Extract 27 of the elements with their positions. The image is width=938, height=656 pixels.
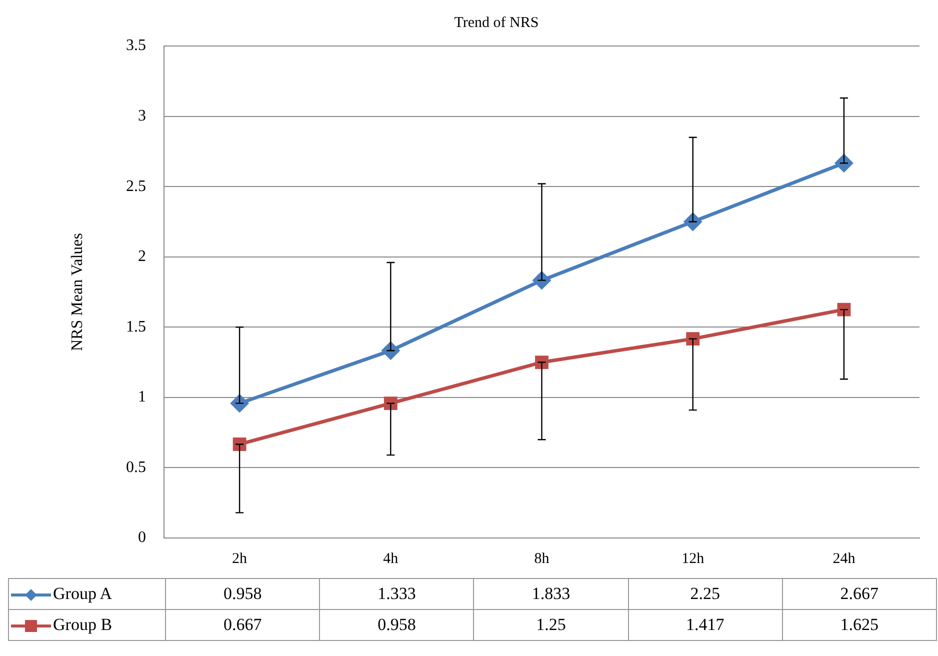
data-label: 1.25 (474, 610, 628, 640)
data-label: 2.25 (628, 578, 782, 610)
x-tick-label: 8h (534, 550, 550, 567)
y-tick-label: 0 (138, 529, 146, 546)
data-label: 0.667 (166, 610, 320, 640)
legend-label: Group B (53, 615, 112, 634)
y-tick-label: 1 (138, 388, 146, 406)
data-label: 2.667 (782, 578, 936, 610)
data-label: 1.833 (474, 578, 628, 610)
y-axis-title: NRS Mean Values (68, 233, 86, 351)
y-tick-label: 3 (138, 107, 146, 124)
y-tick-label: 1.5 (126, 318, 146, 336)
data-label: 1.417 (628, 610, 782, 640)
y-tick-label: 0.5 (126, 458, 146, 476)
x-tick-label: 24h (832, 550, 856, 567)
x-tick-label: 2h (232, 550, 248, 567)
x-tick-label: 4h (383, 550, 399, 567)
legend-label: Group A (53, 584, 112, 603)
data-label: 0.958 (166, 578, 320, 610)
y-tick-label: 3.5 (126, 37, 146, 54)
data-label: 1.625 (782, 610, 936, 640)
x-tick-label: 12h (682, 550, 705, 567)
data-label: 0.958 (320, 610, 474, 640)
chart-title: Trend of NRS (454, 14, 539, 31)
y-tick-label: 2.5 (126, 178, 146, 195)
data-label: 1.333 (320, 578, 474, 610)
y-tick-label: 2 (138, 248, 146, 266)
